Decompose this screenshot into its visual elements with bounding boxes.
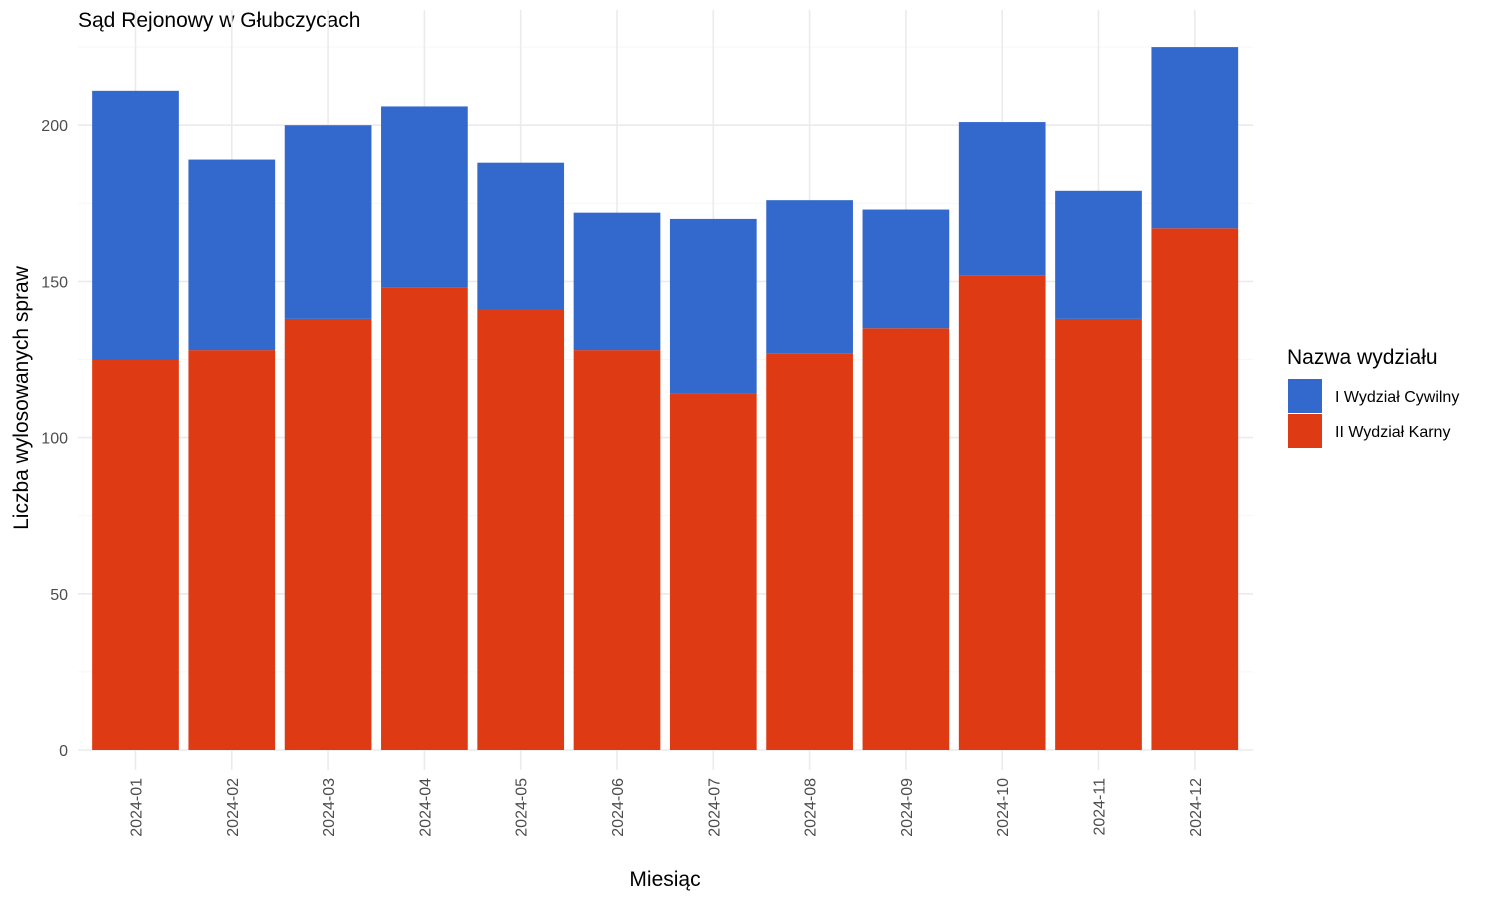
x-tick-label: 2024-12: [1188, 778, 1205, 837]
bar-2024-05: [477, 162, 565, 310]
chart-title: Sąd Rejonowy w Głubczycach: [78, 9, 360, 32]
legend-key: [1288, 414, 1322, 448]
x-tick-label: 2024-01: [129, 778, 146, 837]
x-tick-label: 2024-06: [610, 778, 627, 837]
x-tick-label: 2024-02: [225, 778, 242, 837]
bar-2024-08: [766, 353, 853, 750]
bar-2024-06: [573, 350, 661, 750]
x-tick-label: 2024-04: [417, 778, 434, 837]
bar-2024-01: [92, 90, 179, 360]
x-tick-label: 2024-09: [899, 778, 916, 837]
bar-2024-10: [958, 275, 1046, 750]
bar-2024-02: [188, 350, 276, 750]
x-tick-label: 2024-10: [995, 778, 1012, 837]
x-tick-label: 2024-05: [514, 778, 531, 837]
bar-2024-07: [669, 218, 757, 394]
y-tick-label: 100: [41, 431, 68, 448]
legend-label: II Wydział Karny: [1335, 424, 1450, 441]
bar-2024-09: [862, 209, 950, 329]
x-tick-label: 2024-07: [706, 778, 723, 837]
bars: [92, 47, 1239, 751]
legend-label: I Wydział Cywilny: [1335, 389, 1459, 406]
y-tick-label: 200: [41, 118, 68, 135]
bar-2024-04: [381, 287, 468, 750]
bar-2024-07: [669, 393, 757, 750]
bar-2024-11: [1055, 190, 1142, 319]
bar-2024-03: [284, 318, 372, 750]
bar-2024-03: [284, 125, 372, 319]
bar-2024-12: [1151, 228, 1239, 751]
y-tick-label: 0: [59, 743, 68, 760]
bar-2024-12: [1151, 47, 1239, 229]
y-tick-label: 50: [50, 587, 68, 604]
x-tick-label: 2024-08: [803, 778, 820, 837]
bar-2024-09: [862, 328, 950, 750]
y-axis-ticks: 0 50 100 150 200: [41, 118, 68, 760]
bar-2024-05: [477, 309, 565, 750]
bar-2024-08: [766, 200, 853, 354]
bar-2024-11: [1055, 318, 1142, 750]
bar-2024-01: [92, 359, 179, 750]
legend: Nazwa wydziału I Wydział Cywilny II Wydzi…: [1287, 346, 1459, 448]
x-tick-label: 2024-03: [321, 778, 338, 837]
y-tick-label: 150: [41, 274, 68, 291]
y-axis-title: Liczba wylosowanych spraw: [10, 265, 33, 530]
legend-key: [1288, 379, 1322, 413]
bar-2024-02: [188, 159, 276, 351]
x-axis-title: Miesiąc: [629, 868, 700, 891]
bar-2024-04: [381, 106, 468, 288]
x-tick-label: 2024-11: [1092, 778, 1109, 836]
bar-2024-06: [573, 212, 661, 351]
legend-title: Nazwa wydziału: [1287, 346, 1438, 369]
x-axis-ticks: 2024-01 2024-02 2024-03 2024-04 2024-05 2024-…: [129, 778, 1205, 837]
bar-2024-10: [958, 122, 1046, 276]
